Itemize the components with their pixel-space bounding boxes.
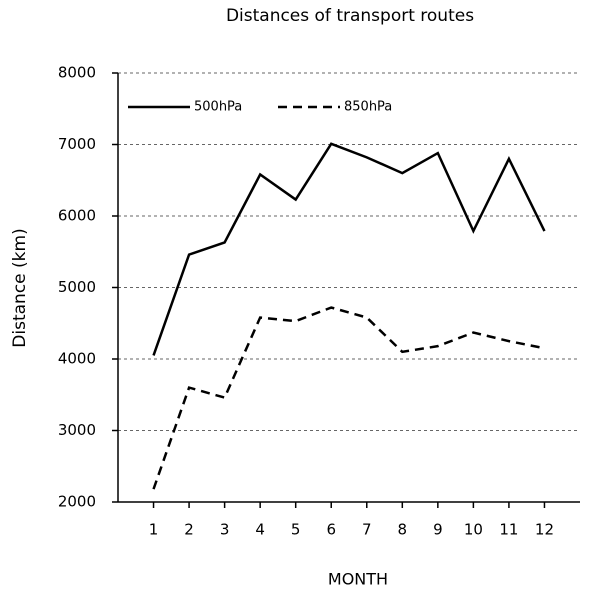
- legend-label: 850hPa: [344, 100, 392, 115]
- x-axis-label: MONTH: [328, 570, 388, 589]
- x-tick-label: 10: [464, 521, 483, 539]
- y-tick-label: 7000: [58, 135, 96, 153]
- y-tick-label: 2000: [58, 493, 96, 511]
- y-tick-label: 5000: [58, 278, 96, 296]
- y-tick-label: 8000: [58, 64, 96, 82]
- x-tick-label: 4: [255, 521, 265, 539]
- x-tick-label: 8: [398, 521, 408, 539]
- chart-title: Distances of transport routes: [226, 6, 474, 26]
- x-tick-label: 11: [499, 521, 518, 539]
- x-tick-label: 12: [535, 521, 554, 539]
- x-tick-label: 6: [326, 521, 336, 539]
- x-tick-label: 9: [433, 521, 443, 539]
- y-tick-label: 4000: [58, 350, 96, 368]
- legend-label: 500hPa: [194, 100, 242, 115]
- series-line: [152, 306, 545, 490]
- x-tick-label: 2: [184, 521, 194, 539]
- x-tick-label: 7: [362, 521, 372, 539]
- y-tick-label: 6000: [58, 207, 96, 225]
- y-tick-label: 3000: [58, 421, 96, 439]
- series-line: [152, 142, 546, 356]
- x-tick-label: 1: [149, 521, 159, 539]
- x-tick-label: 5: [291, 521, 301, 539]
- x-tick-label: 3: [220, 521, 230, 539]
- y-axis-label: Distance (km): [10, 228, 30, 347]
